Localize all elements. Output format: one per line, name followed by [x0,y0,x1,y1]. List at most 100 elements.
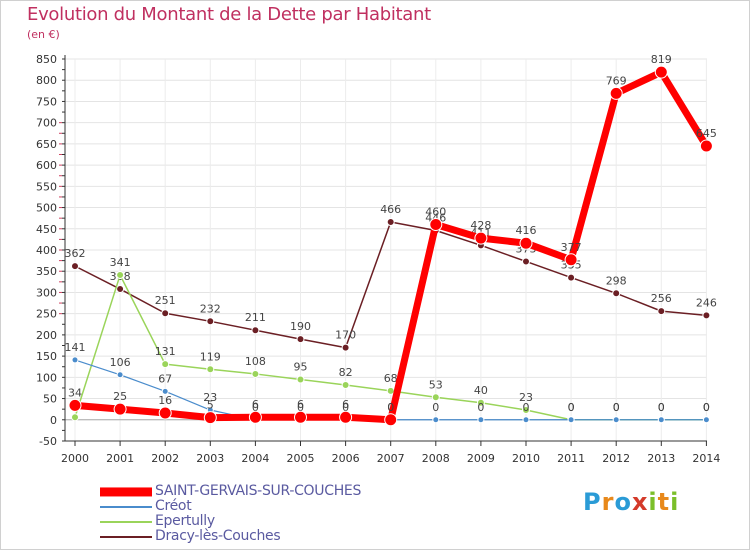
logo-letter: x [631,488,649,516]
data-point [522,257,530,266]
legend-label: Dracy-lès-Couches [155,528,281,544]
data-point [296,375,305,384]
data-point [657,307,666,316]
y-tick-label: 850 [36,53,57,66]
y-tick-label: 150 [36,350,57,363]
data-label: 232 [200,302,221,315]
data-label: 108 [245,355,266,368]
data-point [519,236,533,250]
data-label: 0 [523,401,530,414]
data-label: 298 [606,274,627,287]
data-label: 0 [613,401,620,414]
y-tick-label: 800 [36,74,57,87]
data-label: 211 [245,311,266,324]
line-chart: -500501001502002503003504004505005506006… [36,53,720,465]
data-point [612,289,621,298]
data-label: 119 [200,350,221,363]
data-point [477,416,485,424]
legend-swatch [100,535,152,538]
data-label: 466 [380,203,401,216]
data-label: 6 [342,398,349,411]
legend-swatch [100,520,152,523]
data-point [341,343,350,352]
data-point [116,285,125,294]
y-tick-label: 300 [36,286,57,299]
proxiti-logo: Proxiti [583,488,679,516]
data-label: 0 [387,401,394,414]
data-point [158,406,172,420]
data-point [248,410,262,424]
data-point [567,416,575,424]
y-tick-label: -50 [39,435,57,448]
data-label: 67 [158,372,172,385]
x-tick-label: 2001 [106,452,134,465]
data-label: 0 [477,401,484,414]
legend-label: Créot [155,498,192,514]
data-point [384,413,398,427]
data-label: 141 [65,341,86,354]
legend-swatch [100,486,152,497]
data-point [161,387,169,395]
data-label: 25 [113,390,127,403]
y-tick-label: 250 [36,308,57,321]
data-label: 106 [110,356,131,369]
data-label: 190 [290,320,311,333]
data-label: 256 [651,292,672,305]
logo-letter: t [657,488,671,516]
data-point [429,218,443,232]
x-tick-label: 2003 [196,452,224,465]
data-label: 6 [297,398,304,411]
data-point [522,416,530,424]
data-point [567,273,576,282]
data-label: 428 [470,219,491,232]
data-point [612,416,620,424]
data-label: 769 [606,74,627,87]
data-point [161,360,170,369]
y-tick-label: 0 [50,414,57,427]
data-label: 5 [207,399,214,412]
data-label: 0 [613,401,620,414]
data-label: 341 [110,256,131,269]
data-point [657,416,665,424]
data-point [161,309,170,318]
data-point [386,217,395,226]
data-label: 40 [474,384,488,397]
y-tick-label: 600 [36,159,57,172]
data-label: 362 [65,247,86,260]
y-tick-label: 200 [36,329,57,342]
data-point [251,326,260,335]
data-label: 0 [568,401,575,414]
data-label: 246 [696,296,717,309]
data-point [564,253,578,267]
data-point [71,262,79,271]
legend-swatch [100,505,152,508]
data-point [339,410,353,424]
y-tick-label: 50 [43,393,57,406]
data-point [206,317,215,326]
y-tick-label: 400 [36,244,57,257]
logo-letter: i [670,488,680,516]
data-label: 82 [339,366,353,379]
data-point [68,398,82,412]
data-point [206,365,215,374]
data-label: 819 [651,53,672,66]
data-label: 23 [519,391,533,404]
x-tick-label: 2009 [467,452,495,465]
x-tick-label: 2006 [332,452,360,465]
data-point [71,356,79,364]
data-point [702,416,710,424]
data-point [431,393,440,402]
data-label: 251 [155,294,176,307]
data-label: 0 [703,401,710,414]
data-point [476,398,485,407]
y-tick-label: 550 [36,180,57,193]
data-point [203,411,217,425]
data-point [386,386,395,395]
data-label: 416 [516,224,537,237]
data-label: 377 [561,241,582,254]
x-tick-label: 2000 [61,452,89,465]
y-tick-label: 450 [36,223,57,236]
data-label: 0 [568,401,575,414]
data-point [341,380,350,389]
